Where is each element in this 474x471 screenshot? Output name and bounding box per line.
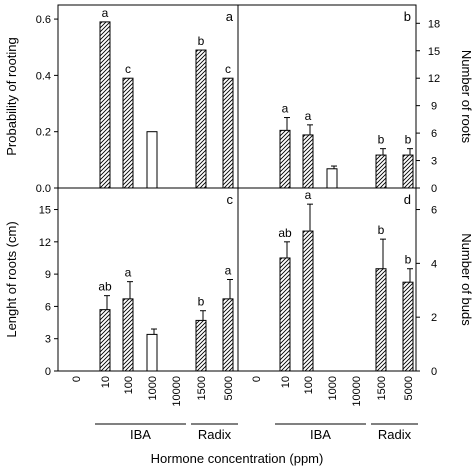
y-tick-label: 9 — [431, 101, 437, 113]
significance-label: ab — [278, 226, 292, 240]
group-label: IBA — [310, 427, 331, 442]
y-tick-label: 15 — [39, 205, 51, 217]
panel-letter: a — [226, 9, 234, 24]
x-tick-label: 10000 — [171, 376, 183, 407]
significance-label: ab — [98, 280, 112, 294]
x-tick-label: 10000 — [351, 376, 363, 407]
y-axis-label: Probability of rooting — [4, 37, 19, 156]
y-tick-label: 15 — [428, 46, 440, 58]
x-tick-label: 5000 — [223, 376, 235, 400]
significance-label: b — [198, 295, 205, 309]
panel-frame — [237, 187, 417, 372]
bar-1500 — [375, 154, 387, 189]
bar-100 — [302, 230, 314, 372]
bar-10 — [99, 21, 111, 189]
significance-label: a — [305, 109, 312, 123]
panel-a: a 0.0 0.2 0.4 0.6 Probability of rooting a c b c — [4, 4, 239, 195]
panel-b: b 0 3 6 9 12 15 18 Number of roots a a b b — [237, 4, 474, 195]
panel-letter: c — [227, 192, 234, 207]
group-brackets: IBA Radix IBA Radix — [95, 423, 418, 442]
x-tick-label: 0 — [251, 376, 263, 382]
panel-letter: b — [404, 9, 411, 24]
x-axis-label: Hormone concentration (ppm) — [151, 451, 324, 466]
x-axis-tick-labels: 0 10 100 1000 10000 1500 5000 0 10 100 1000 10000 15… — [71, 376, 415, 407]
x-tick-label: 5000 — [403, 376, 415, 400]
significance-label: b — [405, 253, 412, 267]
x-tick-label: 10 — [100, 376, 112, 388]
y-tick-label: 3 — [431, 156, 437, 168]
bar-10 — [279, 257, 291, 372]
significance-label: b — [378, 133, 385, 147]
y-tick-label: 6 — [431, 205, 437, 217]
bar-100 — [122, 77, 134, 189]
significance-label: b — [198, 34, 205, 48]
y-tick-label: 0 — [431, 183, 437, 195]
y-axis-label: Number of roots — [459, 50, 474, 144]
bar-10 — [99, 309, 111, 372]
bar-1000 — [326, 168, 338, 189]
x-tick-label: 100 — [123, 376, 135, 394]
panel-letter: d — [404, 192, 411, 207]
bar-1500 — [375, 268, 387, 372]
significance-label: a — [282, 102, 289, 116]
bar-1500 — [195, 319, 207, 372]
significance-label: a — [305, 188, 312, 202]
group-label: IBA — [130, 427, 151, 442]
y-tick-label: 12 — [428, 73, 440, 85]
y-tick-label: 3 — [45, 334, 51, 346]
bar-5000 — [222, 298, 234, 372]
bar-5000 — [402, 154, 414, 189]
x-tick-label: 100 — [303, 376, 315, 394]
group-label: Radix — [198, 427, 232, 442]
x-tick-label: 0 — [71, 376, 83, 382]
y-tick-label: 2 — [431, 312, 437, 324]
significance-label: a — [225, 264, 232, 278]
panel-frame — [237, 4, 417, 189]
bar-1500 — [195, 49, 207, 189]
bar-5000 — [402, 281, 414, 372]
significance-label: c — [225, 62, 231, 76]
y-tick-label: 6 — [45, 301, 51, 313]
significance-label: a — [125, 266, 132, 280]
x-tick-label: 1000 — [327, 376, 339, 400]
y-tick-label: 0.6 — [36, 14, 51, 26]
significance-label: b — [378, 223, 385, 237]
bar-1000 — [146, 131, 158, 189]
bar-100 — [302, 134, 314, 189]
y-tick-label: 0.0 — [36, 183, 51, 195]
y-tick-label: 0.4 — [36, 70, 51, 82]
y-tick-label: 4 — [431, 258, 437, 270]
x-tick-label: 1500 — [376, 376, 388, 400]
y-tick-label: 0.2 — [36, 127, 51, 139]
x-tick-label: 10 — [280, 376, 292, 388]
y-tick-label: 12 — [39, 237, 51, 249]
bar-100 — [122, 298, 134, 372]
x-tick-label: 1000 — [147, 376, 159, 400]
bar-5000 — [222, 77, 234, 189]
y-axis-label: Number of buds — [459, 233, 474, 326]
significance-label: a — [102, 6, 109, 20]
y-tick-label: 6 — [431, 128, 437, 140]
bar-10 — [279, 129, 291, 189]
y-tick-label: 0 — [45, 366, 51, 378]
group-label: Radix — [378, 427, 412, 442]
bar-1000 — [146, 333, 158, 372]
y-tick-label: 9 — [45, 269, 51, 281]
significance-label: c — [125, 62, 131, 76]
significance-label: b — [405, 133, 412, 147]
y-tick-label: 0 — [431, 366, 437, 378]
y-axis-label: Lenght of roots (cm) — [4, 221, 19, 337]
y-tick-label: 18 — [428, 18, 440, 30]
x-tick-label: 1500 — [196, 376, 208, 400]
